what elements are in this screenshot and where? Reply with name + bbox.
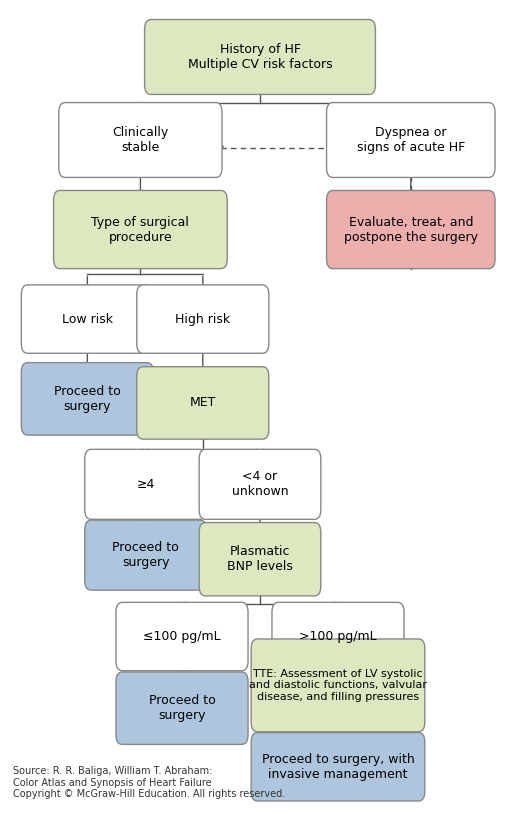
Text: ≥4: ≥4 (136, 478, 155, 491)
FancyBboxPatch shape (199, 449, 321, 519)
FancyBboxPatch shape (54, 190, 227, 269)
Text: History of HF
Multiple CV risk factors: History of HF Multiple CV risk factors (188, 43, 332, 71)
Text: Proceed to
surgery: Proceed to surgery (149, 694, 215, 722)
Text: Source: R. R. Baliga, William T. Abraham:
Color Atlas and Synopsis of Heart Fail: Source: R. R. Baliga, William T. Abraham… (13, 766, 285, 799)
FancyBboxPatch shape (21, 363, 153, 435)
FancyBboxPatch shape (85, 449, 206, 519)
FancyBboxPatch shape (272, 602, 404, 671)
Text: ≤100 pg/mL: ≤100 pg/mL (143, 630, 221, 643)
Text: Clinically
stable: Clinically stable (112, 126, 168, 154)
Text: MET: MET (190, 396, 216, 409)
FancyBboxPatch shape (116, 672, 248, 744)
FancyBboxPatch shape (199, 523, 321, 596)
FancyBboxPatch shape (251, 733, 425, 801)
Text: Proceed to
surgery: Proceed to surgery (112, 541, 179, 569)
Text: Evaluate, treat, and
postpone the surgery: Evaluate, treat, and postpone the surger… (344, 216, 478, 243)
Text: Plasmatic
BNP levels: Plasmatic BNP levels (227, 545, 293, 573)
Text: Proceed to surgery, with
invasive management: Proceed to surgery, with invasive manage… (262, 753, 414, 781)
FancyBboxPatch shape (137, 366, 269, 440)
FancyBboxPatch shape (251, 639, 425, 732)
FancyBboxPatch shape (327, 103, 495, 177)
FancyBboxPatch shape (327, 190, 495, 269)
FancyBboxPatch shape (21, 285, 153, 353)
Text: High risk: High risk (175, 313, 230, 326)
FancyBboxPatch shape (59, 103, 222, 177)
Text: TTE: Assessment of LV systolic
and diastolic functions, valvular
disease, and fi: TTE: Assessment of LV systolic and diast… (249, 669, 427, 702)
Text: Low risk: Low risk (62, 313, 113, 326)
Text: Type of surgical
procedure: Type of surgical procedure (92, 216, 189, 243)
Text: <4 or
unknown: <4 or unknown (232, 470, 288, 498)
Text: Proceed to
surgery: Proceed to surgery (54, 385, 121, 413)
FancyBboxPatch shape (116, 602, 248, 671)
Text: Dyspnea or
signs of acute HF: Dyspnea or signs of acute HF (357, 126, 465, 154)
FancyBboxPatch shape (137, 285, 269, 353)
Text: >100 pg/mL: >100 pg/mL (299, 630, 377, 643)
FancyBboxPatch shape (145, 20, 375, 94)
FancyBboxPatch shape (85, 520, 206, 590)
